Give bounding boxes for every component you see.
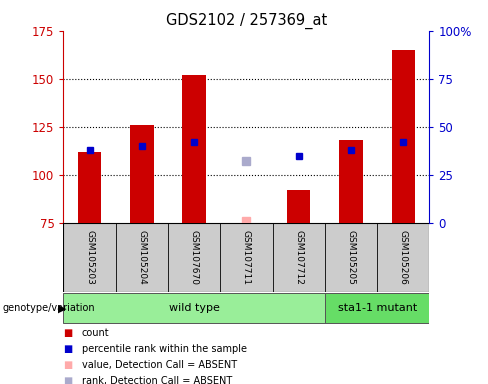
Text: wild type: wild type (169, 303, 220, 313)
Text: ■: ■ (63, 376, 73, 384)
Text: GSM107711: GSM107711 (242, 230, 251, 285)
Text: GSM105205: GSM105205 (346, 230, 356, 285)
Text: count: count (82, 328, 110, 338)
Title: GDS2102 / 257369_at: GDS2102 / 257369_at (166, 13, 327, 29)
Text: ■: ■ (63, 360, 73, 370)
Text: GSM105204: GSM105204 (137, 230, 146, 285)
Bar (325, 293, 429, 323)
Text: ■: ■ (63, 344, 73, 354)
Bar (287, 190, 310, 223)
Bar (63, 293, 325, 323)
Bar (130, 125, 154, 223)
Text: GSM105203: GSM105203 (85, 230, 94, 285)
Text: percentile rank within the sample: percentile rank within the sample (82, 344, 247, 354)
Text: genotype/variation: genotype/variation (2, 303, 95, 313)
Text: rank, Detection Call = ABSENT: rank, Detection Call = ABSENT (82, 376, 232, 384)
Text: ■: ■ (63, 328, 73, 338)
Bar (183, 75, 206, 223)
Text: sta1-1 mutant: sta1-1 mutant (338, 303, 417, 313)
Bar (391, 50, 415, 223)
Bar (78, 152, 102, 223)
Text: GSM105206: GSM105206 (399, 230, 408, 285)
Text: GSM107712: GSM107712 (294, 230, 303, 285)
Text: ▶: ▶ (58, 303, 66, 313)
Bar (339, 140, 363, 223)
Text: GSM107670: GSM107670 (190, 230, 199, 285)
Text: value, Detection Call = ABSENT: value, Detection Call = ABSENT (82, 360, 237, 370)
